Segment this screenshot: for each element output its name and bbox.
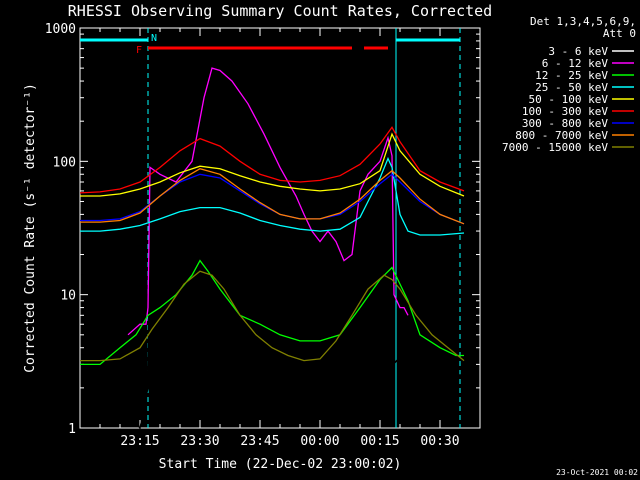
x-tick-label: 00:15 <box>360 434 399 449</box>
detector-info-line1: Det 1,3,4,5,6,9, <box>530 15 636 28</box>
series-line-12-25-kev <box>80 259 464 366</box>
y-tick-label: 10 <box>60 289 76 304</box>
legend-entry-label: 50 - 100 keV <box>529 93 609 106</box>
series-line-800-7000-kev <box>80 167 465 225</box>
y-tick-label: 1000 <box>45 22 76 37</box>
legend-entry-label: 300 - 800 keV <box>522 117 608 130</box>
series-line-100-300-kev <box>79 126 465 194</box>
f-flag-label: F <box>136 45 142 56</box>
chart-title: RHESSI Observing Summary Count Rates, Co… <box>68 2 492 20</box>
legend-entry-label: 3 - 6 keV <box>548 45 608 58</box>
y-tick-label: 1 <box>68 422 76 437</box>
legend-entry-label: 12 - 25 keV <box>535 69 608 82</box>
series-line-50-100-kev <box>80 132 465 197</box>
x-tick-label: 00:30 <box>420 434 459 449</box>
date-stamp: 23-Oct-2021 00:02 <box>556 468 638 477</box>
x-tick-label: 23:15 <box>120 434 159 449</box>
y-axis-label: Corrected Count Rate (s⁻¹ detector⁻¹) <box>23 83 38 373</box>
x-tick-label: 23:45 <box>240 434 279 449</box>
series-line-7000-15000-kev <box>80 270 465 362</box>
legend-entry-label: 800 - 7000 keV <box>515 129 608 142</box>
x-tick-label: 00:00 <box>300 434 339 449</box>
legend-entry-label: 25 - 50 keV <box>535 81 608 94</box>
x-tick-label: 23:30 <box>180 434 219 449</box>
x-axis-label: Start Time (22-Dec-02 23:00:02) <box>159 457 402 472</box>
detector-info-line2: Att 0 <box>603 27 636 40</box>
legend-entry-label: 7000 - 15000 keV <box>502 141 608 154</box>
series-line-25-50-kev <box>80 156 465 236</box>
y-tick-label: 100 <box>53 155 76 170</box>
series-line-6-12-kev <box>127 67 409 336</box>
legend-entry-label: 100 - 300 keV <box>522 105 608 118</box>
legend-entry-label: 6 - 12 keV <box>542 57 609 70</box>
n-flag-label: N <box>151 33 157 44</box>
